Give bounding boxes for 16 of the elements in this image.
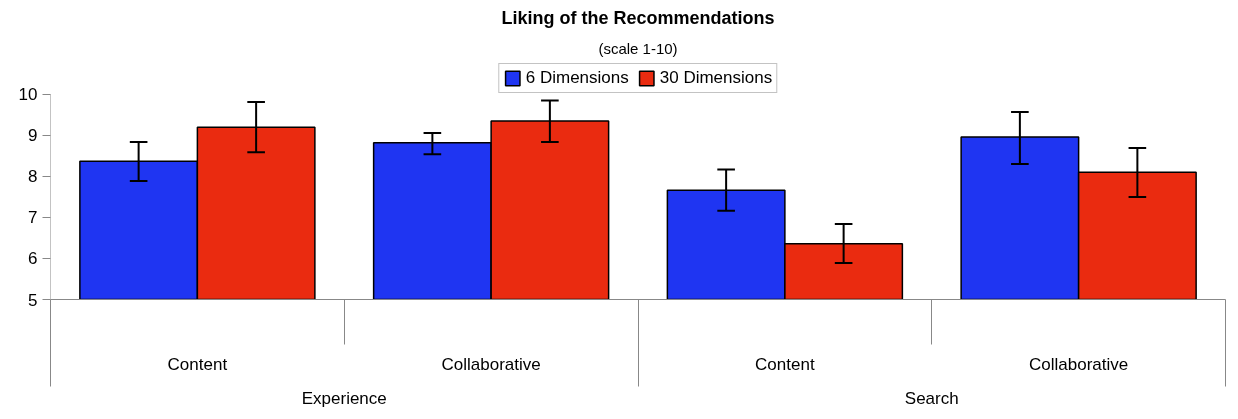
x-tick-label: Collaborative [1029, 354, 1129, 374]
legend-label: 30 Dimensions [659, 68, 773, 88]
y-tick-label: 8 [28, 167, 38, 187]
y-tick-label: 7 [28, 208, 38, 228]
y-tick-label: 6 [28, 249, 38, 269]
legend-label: 6 Dimensions [525, 68, 629, 88]
y-tick-label: 10 [18, 85, 38, 105]
text: Search [904, 388, 959, 408]
x-tick-label: Content [755, 354, 815, 374]
x-tick-label: Content [167, 354, 228, 374]
text: Experience [301, 388, 387, 408]
chart-subtitle: (scale 1-10) [598, 39, 678, 57]
x-tick-label: Collaborative [441, 354, 541, 374]
y-tick-label: 5 [28, 290, 38, 310]
chart-title: Liking of the Recommendations [501, 7, 775, 28]
y-tick-label: 9 [28, 126, 38, 146]
